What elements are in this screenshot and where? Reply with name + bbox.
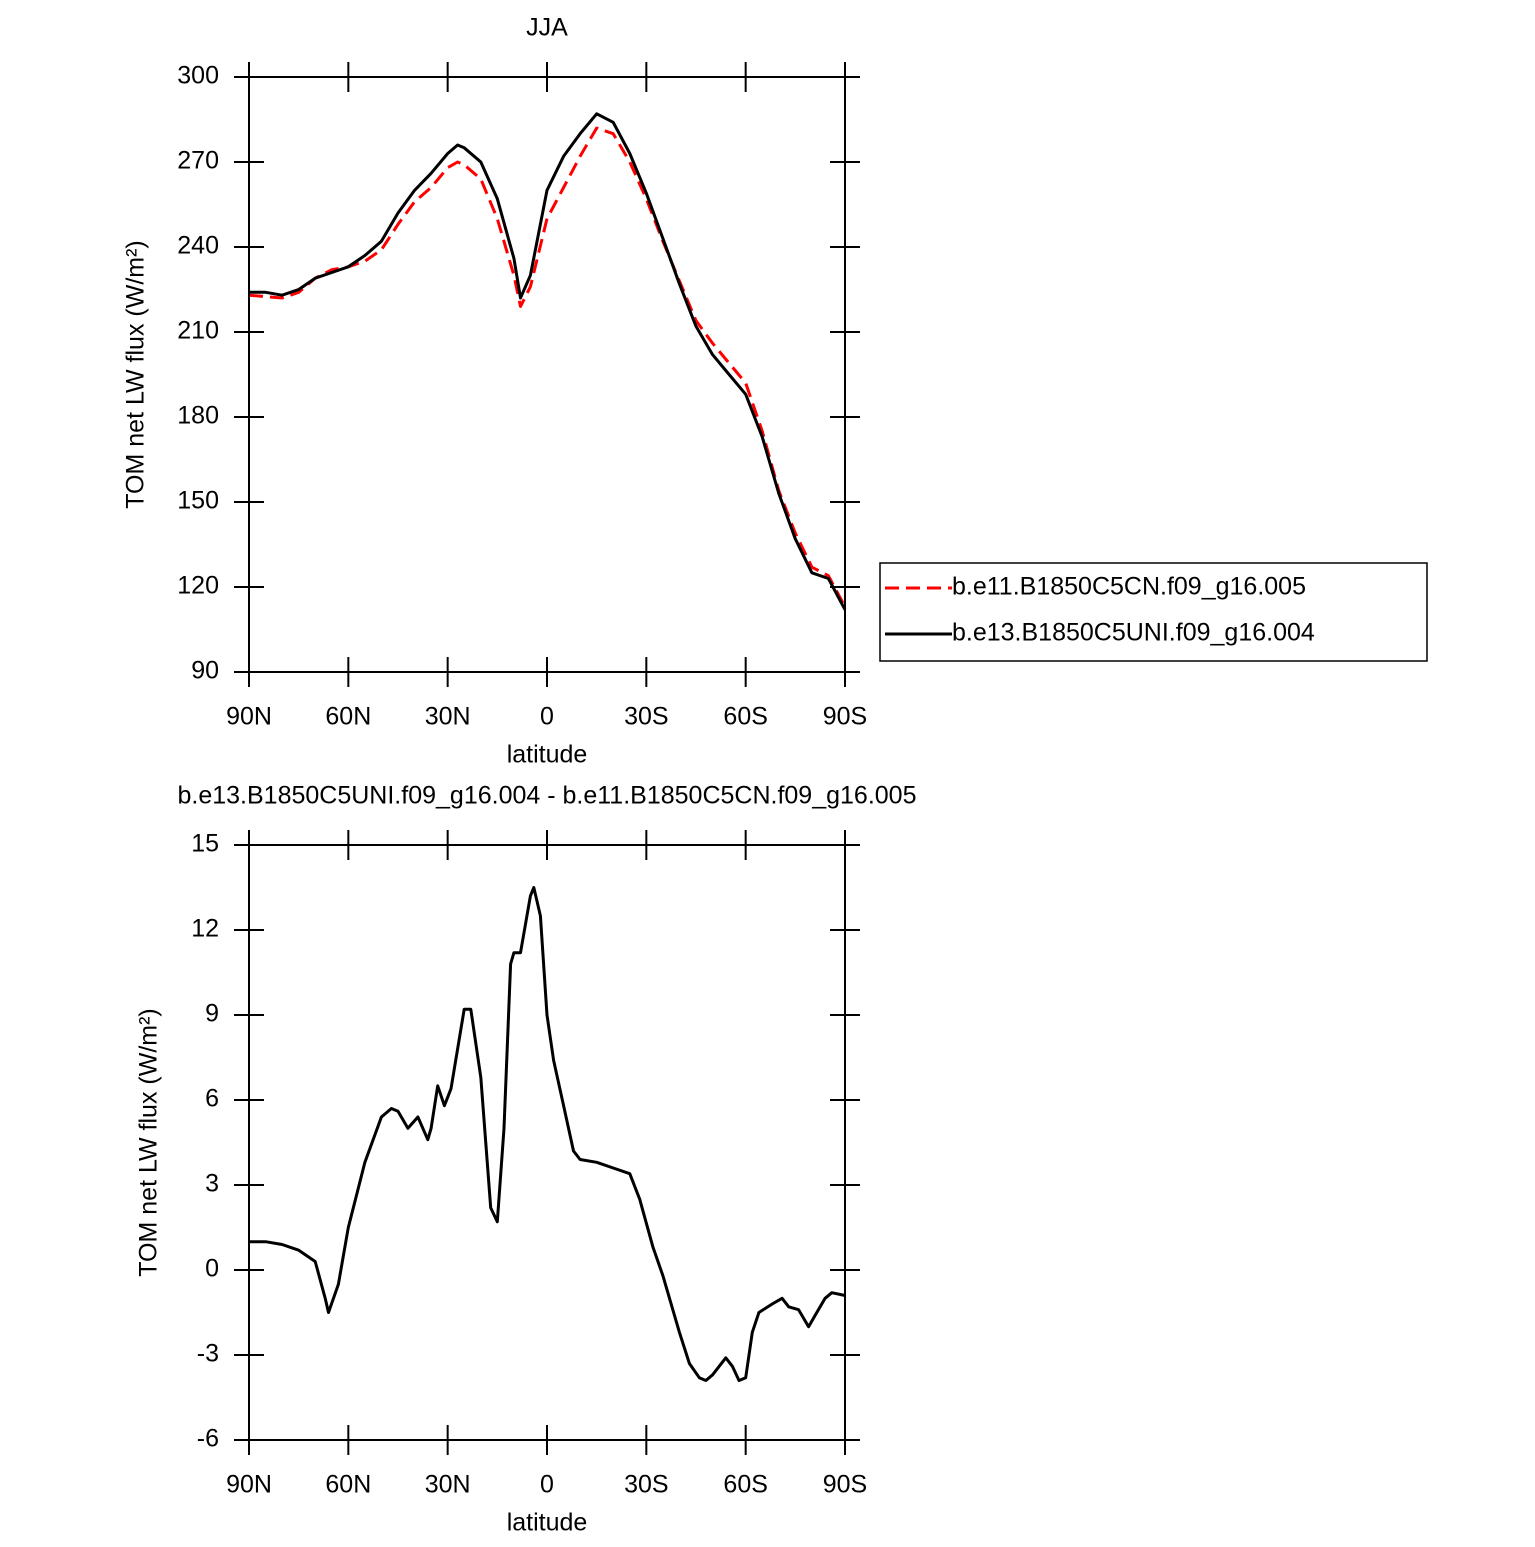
x-tick-label: 30N [425,1471,471,1499]
chart-title: b.e13.B1850C5UNI.f09_g16.004 - b.e11.B18… [178,782,917,810]
plot-frame [248,76,846,673]
x-axis-label: latitude [507,741,588,769]
x-tick-label: 60N [325,703,371,731]
x-tick-label: 30N [425,703,471,731]
y-tick-label: 9 [205,1000,219,1028]
y-tick-label: 180 [177,402,219,430]
x-tick-label: 30S [624,703,668,731]
y-axis-label: TOM net LW flux (W/m²) [135,1008,163,1277]
y-tick-label: -6 [197,1425,219,1453]
x-tick-label: 30S [624,1471,668,1499]
y-tick-label: 210 [177,317,219,345]
x-tick-label: 90S [823,703,867,731]
data-line [249,112,847,611]
y-tick-label: 3 [205,1170,219,1198]
y-tick-label: 0 [205,1255,219,1283]
y-tick-label: 150 [177,487,219,515]
legend-box [879,562,1428,662]
y-tick-label: -3 [197,1340,219,1368]
y-tick-label: 15 [191,830,219,858]
chart-title: JJA [526,14,568,42]
x-tick-label: 60S [723,1471,767,1499]
x-tick-label: 0 [540,703,554,731]
plot-frame [248,844,846,1441]
legend-label: b.e13.B1850C5UNI.f09_g16.004 [952,619,1315,647]
y-tick-label: 12 [191,915,219,943]
y-axis-label: TOM net LW flux (W/m²) [122,240,150,509]
legend-label: b.e11.B1850C5CN.f09_g16.005 [952,573,1306,601]
y-tick-label: 240 [177,232,219,260]
y-tick-label: 90 [191,657,219,685]
x-tick-label: 90N [226,703,272,731]
data-line [249,886,846,1382]
x-axis-label: latitude [507,1509,588,1537]
y-tick-label: 270 [177,147,219,175]
y-tick-label: 120 [177,572,219,600]
x-tick-label: 90S [823,1471,867,1499]
x-tick-label: 90N [226,1471,272,1499]
x-tick-label: 60N [325,1471,371,1499]
data-line [248,126,847,608]
y-tick-label: 300 [177,62,219,90]
x-tick-label: 60S [723,703,767,731]
y-tick-label: 6 [205,1085,219,1113]
x-tick-label: 0 [540,1471,554,1499]
